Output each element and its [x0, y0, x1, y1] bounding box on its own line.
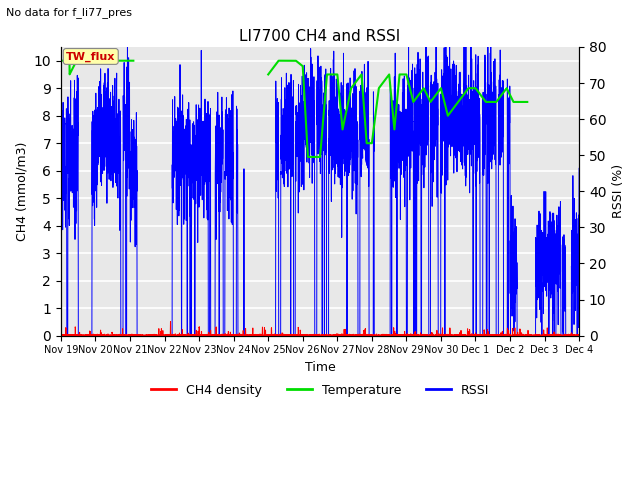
Y-axis label: CH4 (mmol/m3): CH4 (mmol/m3): [15, 142, 28, 241]
Title: LI7700 CH4 and RSSI: LI7700 CH4 and RSSI: [239, 29, 401, 44]
Y-axis label: RSSI (%): RSSI (%): [612, 164, 625, 218]
Text: No data for f_li77_pres: No data for f_li77_pres: [6, 7, 132, 18]
Text: TW_flux: TW_flux: [66, 51, 115, 61]
Legend: CH4 density, Temperature, RSSI: CH4 density, Temperature, RSSI: [146, 379, 494, 402]
X-axis label: Time: Time: [305, 361, 335, 374]
